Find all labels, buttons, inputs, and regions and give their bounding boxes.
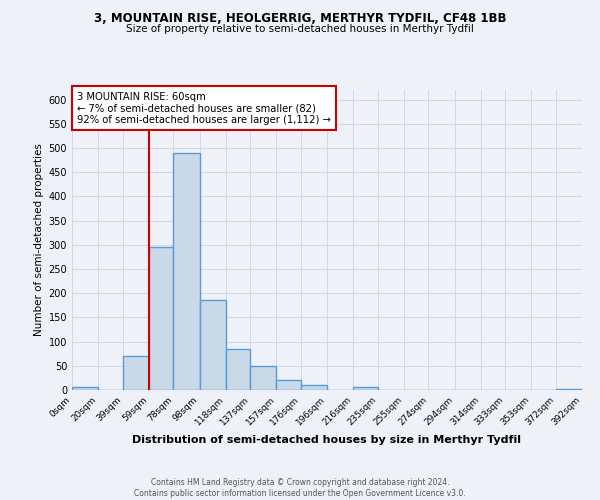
Bar [276, 380, 301, 390]
Bar [173, 153, 199, 390]
Bar [149, 248, 173, 390]
Bar [72, 386, 98, 390]
Bar [353, 386, 378, 390]
Bar [226, 349, 250, 390]
X-axis label: Distribution of semi-detached houses by size in Merthyr Tydfil: Distribution of semi-detached houses by … [133, 436, 521, 446]
Text: 3 MOUNTAIN RISE: 60sqm
← 7% of semi-detached houses are smaller (82)
92% of semi: 3 MOUNTAIN RISE: 60sqm ← 7% of semi-deta… [77, 92, 331, 124]
Bar [301, 385, 327, 390]
Text: Size of property relative to semi-detached houses in Merthyr Tydfil: Size of property relative to semi-detach… [126, 24, 474, 34]
Bar [556, 389, 582, 390]
Bar [199, 300, 226, 390]
Y-axis label: Number of semi-detached properties: Number of semi-detached properties [34, 144, 44, 336]
Text: 3, MOUNTAIN RISE, HEOLGERRIG, MERTHYR TYDFIL, CF48 1BB: 3, MOUNTAIN RISE, HEOLGERRIG, MERTHYR TY… [94, 12, 506, 26]
Bar [250, 366, 276, 390]
Text: Contains HM Land Registry data © Crown copyright and database right 2024.
Contai: Contains HM Land Registry data © Crown c… [134, 478, 466, 498]
Bar [123, 356, 149, 390]
